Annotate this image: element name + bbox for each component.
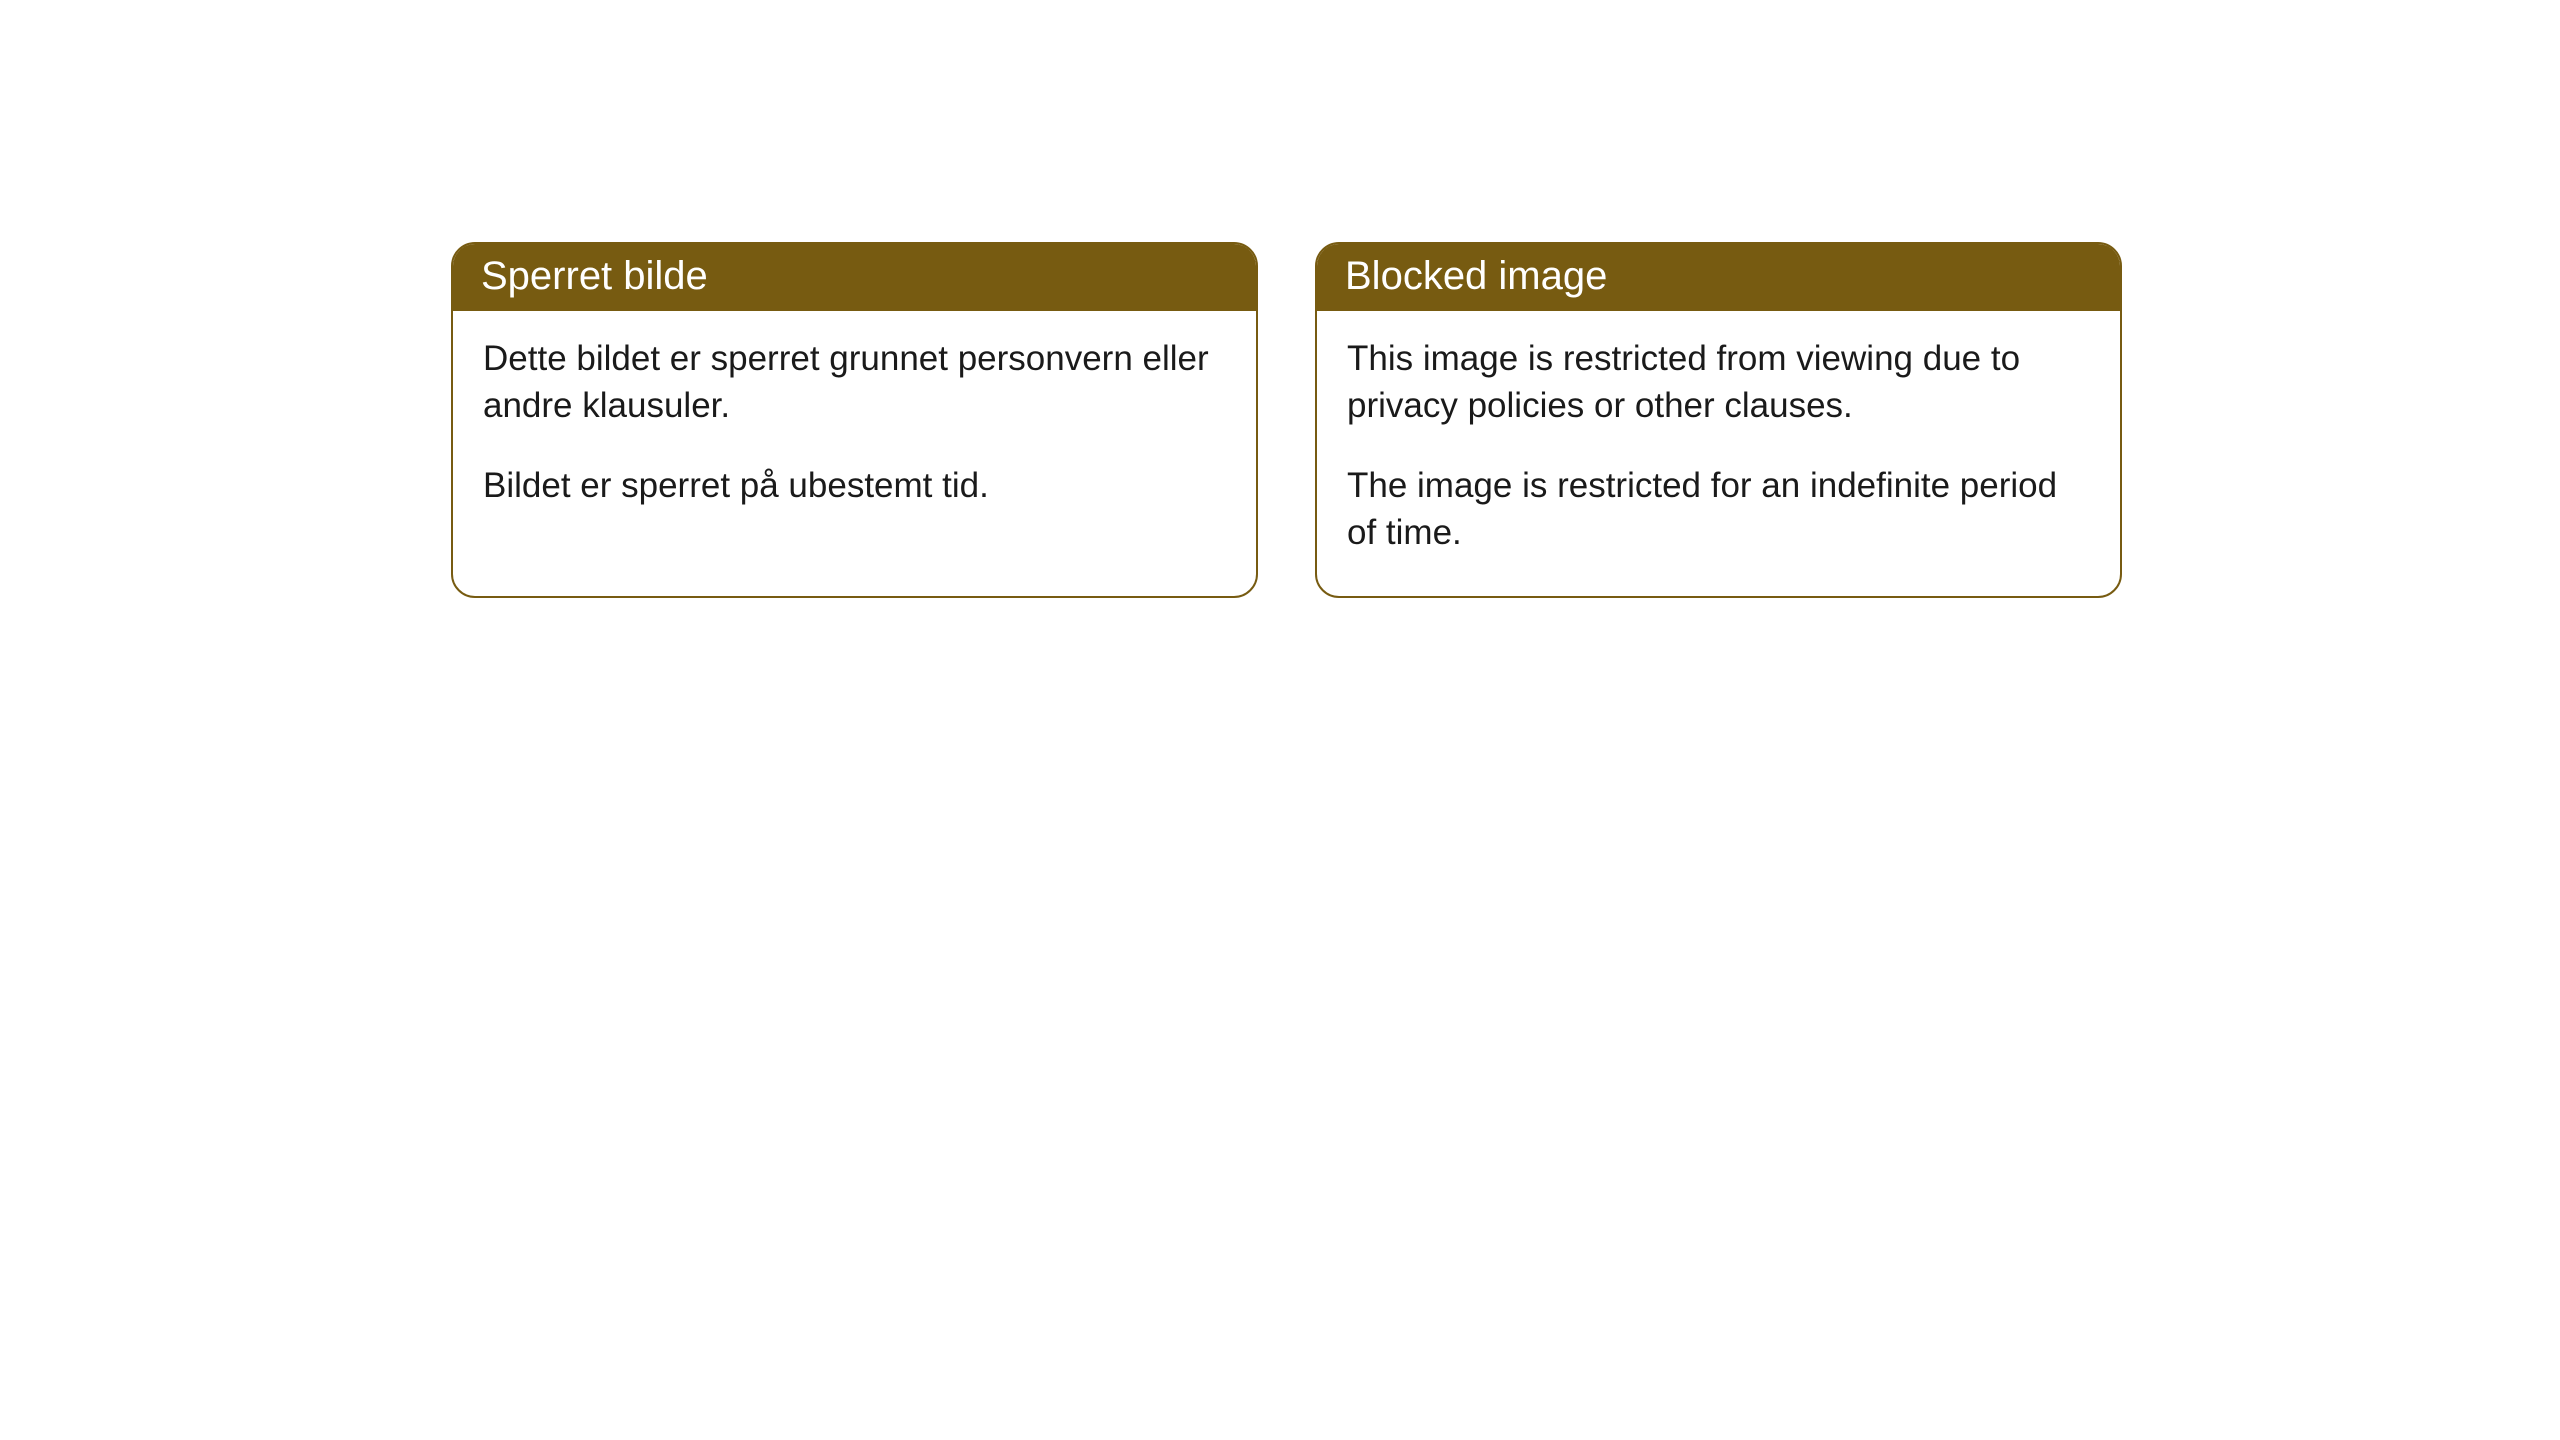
card-paragraph: Dette bildet er sperret grunnet personve… — [483, 335, 1226, 430]
card-body: Dette bildet er sperret grunnet personve… — [453, 311, 1256, 549]
card-body: This image is restricted from viewing du… — [1317, 311, 2120, 596]
card-paragraph: Bildet er sperret på ubestemt tid. — [483, 462, 1226, 509]
blocked-image-card-english: Blocked image This image is restricted f… — [1315, 242, 2122, 598]
card-title: Sperret bilde — [453, 244, 1256, 311]
blocked-image-card-norwegian: Sperret bilde Dette bildet er sperret gr… — [451, 242, 1258, 598]
notice-cards-container: Sperret bilde Dette bildet er sperret gr… — [0, 0, 2560, 598]
card-title: Blocked image — [1317, 244, 2120, 311]
card-paragraph: The image is restricted for an indefinit… — [1347, 462, 2090, 557]
card-paragraph: This image is restricted from viewing du… — [1347, 335, 2090, 430]
